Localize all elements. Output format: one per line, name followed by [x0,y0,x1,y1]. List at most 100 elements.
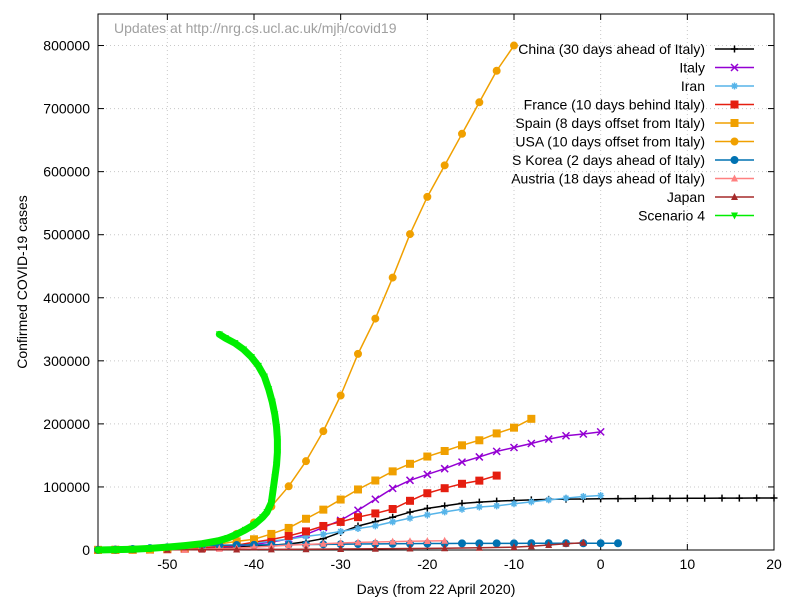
series-line [97,494,602,551]
data-point [683,494,691,502]
data-point [263,509,271,517]
data-point [457,458,467,467]
data-point [271,474,279,482]
data-point [371,476,380,485]
data-point [614,495,622,503]
y-tick-label: 500000 [43,227,90,243]
data-point [302,540,310,548]
data-point [273,424,281,432]
data-point [510,423,518,432]
data-point [718,494,726,502]
data-point [371,495,380,504]
data-point [423,192,432,201]
data-point [441,508,449,516]
legend-label: Scenario 4 [638,208,705,224]
data-point [475,452,484,461]
data-point [510,543,518,551]
data-point [406,514,414,522]
data-point [259,514,267,522]
data-point [406,459,414,468]
data-point [336,517,345,526]
x-tick-label: -20 [417,556,437,572]
data-point [579,429,588,439]
grid [98,14,775,551]
data-point [371,522,379,530]
data-point [271,411,279,419]
legend-label: Spain (8 days offset from Italy) [515,115,705,131]
data-point [284,531,293,540]
data-point [666,494,674,502]
plot-frame [97,13,775,551]
data-point [631,495,639,503]
series-4 [94,414,536,554]
data-point [388,484,397,493]
legend-entry: Austria (18 days ahead of Italy) [511,171,754,187]
data-point [544,435,553,444]
data-point [649,494,657,502]
data-point [273,449,281,457]
data-point [510,41,518,50]
legend-swatch-marker [730,100,739,109]
data-point [129,546,137,554]
data-point [198,540,206,548]
legend-entry: Japan [667,189,754,205]
series-1 [93,427,605,554]
legend-entry: Scenario 4 [638,208,754,224]
data-point [562,539,570,547]
x-tick-label: -40 [244,556,264,572]
data-point [250,521,258,529]
data-point [284,482,293,491]
data-point [441,544,449,552]
data-point [458,479,466,488]
data-point [458,129,466,138]
data-point [475,476,484,485]
legend-label: USA (10 days offset from Italy) [515,134,705,150]
data-point [406,496,414,505]
data-point [302,457,310,466]
data-point [475,436,484,445]
data-point [405,476,415,485]
data-point [735,494,743,502]
data-point [319,539,327,547]
data-point [198,545,206,553]
data-point [353,506,363,515]
data-point [319,521,328,530]
data-point [389,518,397,526]
data-point [319,427,328,436]
data-point [371,544,379,552]
x-tick-label: 0 [597,556,605,572]
series-line [97,431,602,551]
data-point [268,398,276,406]
data-point [492,447,501,456]
data-point [337,545,345,553]
data-point [509,443,519,452]
update-note: Updates at http://nrg.cs.ucl.ac.uk/mjh/c… [114,20,397,36]
legend-label: Iran [681,78,705,94]
legend-swatch-marker [731,212,738,220]
data-point [224,535,232,543]
data-point [146,545,154,553]
data-point [423,470,432,479]
data-point [337,539,345,547]
data-point [388,273,397,282]
data-point [181,542,189,550]
data-point [233,545,241,553]
data-point [406,230,414,239]
data-point [440,464,449,473]
data-point [406,544,414,552]
legend-swatch-marker [730,137,739,146]
legend: China (30 days ahead of Italy) Italy Iran F… [511,41,754,224]
axis-ticks: -50 -40 -30 -20 -10 0 10 20 0 100000 200000 300000 4… [43,14,782,572]
data-point [94,547,102,554]
data-point [458,505,466,513]
series-9 [94,330,281,554]
series-layer [93,41,778,554]
data-point [614,539,622,548]
data-point [475,543,483,551]
data-point [269,487,277,495]
data-point [579,538,587,546]
data-point [440,484,449,493]
data-point [215,331,223,339]
data-point [545,496,553,504]
legend-entry: France (10 days behind Italy) [524,97,754,113]
